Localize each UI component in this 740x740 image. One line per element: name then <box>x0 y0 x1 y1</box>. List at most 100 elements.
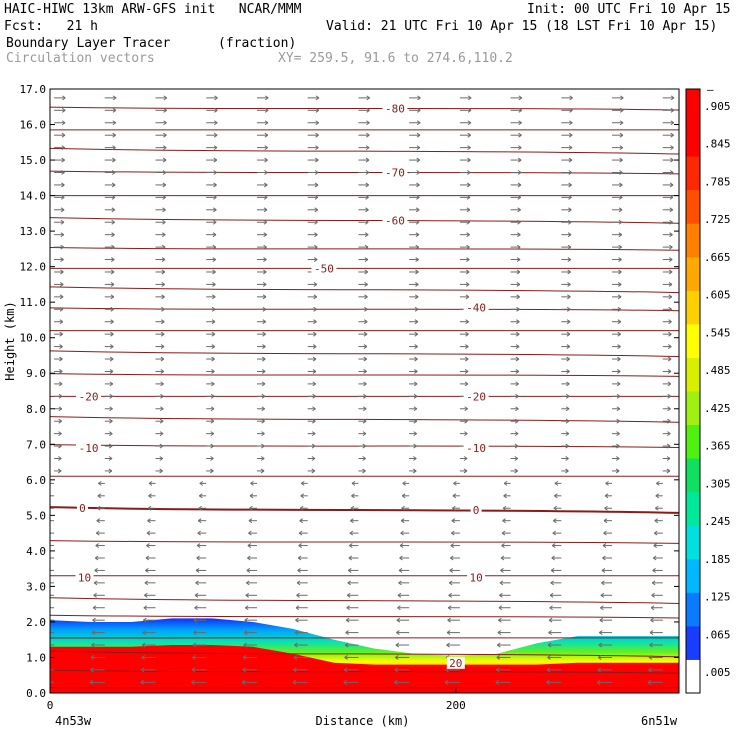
circulation-vector <box>662 269 673 275</box>
circulation-vector <box>104 219 115 225</box>
circulation-vector <box>409 356 418 362</box>
circulation-vector <box>248 518 257 524</box>
circulation-vector <box>396 617 410 623</box>
circulation-vector <box>104 157 116 163</box>
circulation-vector <box>409 257 419 262</box>
circulation-vector <box>307 443 316 449</box>
circulation-vector <box>198 493 207 499</box>
circulation-vector <box>510 356 520 362</box>
circulation-vector <box>256 406 266 412</box>
circulation-vector <box>397 605 410 611</box>
circulation-vector <box>602 543 613 548</box>
circulation-vector <box>54 443 62 449</box>
circulation-vector <box>561 269 571 275</box>
circulation-vector <box>510 232 521 238</box>
circulation-vector <box>358 244 369 250</box>
circulation-vector <box>142 630 156 636</box>
circulation-vector <box>349 543 359 548</box>
circulation-vector <box>561 344 571 350</box>
y-tick-label: 3.0 <box>26 580 46 593</box>
circulation-vector <box>612 306 622 312</box>
circulation-vector <box>612 157 623 163</box>
circulation-vector <box>409 443 417 449</box>
circulation-vector <box>497 630 511 636</box>
circulation-vector <box>104 120 117 126</box>
circulation-vector <box>612 456 620 461</box>
colorbar-label: .485 <box>704 364 731 377</box>
circulation-vector <box>351 493 359 499</box>
circulation-vector <box>612 331 621 337</box>
circulation-vector <box>256 431 265 437</box>
circulation-vector <box>98 480 105 486</box>
circulation-vector <box>662 418 671 424</box>
circulation-vector <box>191 679 207 685</box>
circulation-vector <box>104 456 113 461</box>
circulation-vector <box>597 667 613 673</box>
circulation-vector <box>155 182 167 188</box>
circulation-vector <box>500 568 511 573</box>
circulation-vector <box>612 219 623 225</box>
circulation-vector <box>155 319 165 325</box>
tracer-core <box>50 645 679 693</box>
circulation-vector <box>146 530 156 536</box>
circulation-vector <box>346 592 359 598</box>
circulation-vector <box>206 331 216 337</box>
circulation-vector <box>307 232 318 238</box>
colorbar-label: .665 <box>704 251 731 264</box>
circulation-vector <box>358 456 366 461</box>
circulation-vector <box>358 344 368 350</box>
circulation-vector <box>358 306 368 312</box>
circulation-vector <box>409 145 421 151</box>
circulation-vector <box>250 480 257 486</box>
circulation-vector <box>104 145 116 151</box>
circulation-vector <box>662 393 671 399</box>
circulation-vector <box>104 132 116 138</box>
circulation-vector <box>307 219 318 225</box>
circulation-vector <box>561 107 573 113</box>
circulation-vector <box>459 431 468 437</box>
circulation-vector <box>652 555 663 561</box>
circulation-vector <box>409 157 421 163</box>
circulation-vector <box>612 431 620 437</box>
circulation-vector <box>452 493 460 499</box>
y-tick-label: 6.0 <box>26 474 46 487</box>
circulation-vector <box>561 232 572 238</box>
temperature-contour <box>50 217 679 224</box>
circulation-vector <box>510 431 519 437</box>
circulation-vector <box>612 207 623 213</box>
circulation-vector <box>348 555 359 561</box>
circulation-vector <box>561 182 572 188</box>
circulation-vector <box>50 607 55 609</box>
circulation-vector <box>399 555 410 561</box>
x-axis-label: Distance (km) <box>316 714 410 728</box>
circulation-vector <box>449 568 460 573</box>
circulation-vector <box>561 244 572 250</box>
circulation-vector <box>245 592 257 598</box>
circulation-vector <box>350 518 359 524</box>
circulation-vector <box>358 95 370 101</box>
circulation-vector <box>662 456 671 461</box>
circulation-vector <box>307 120 319 126</box>
circulation-vector <box>358 356 368 362</box>
circulation-vector <box>662 356 672 362</box>
circulation-vector <box>104 356 114 362</box>
circulation-vector <box>448 580 460 586</box>
colorbar-top-label: – <box>707 83 714 96</box>
circulation-vector <box>193 617 207 623</box>
circulation-vector <box>196 555 207 561</box>
circulation-vector <box>140 667 156 673</box>
circulation-vector <box>395 642 410 648</box>
circulation-vector <box>256 356 266 362</box>
circulation-vector <box>95 530 105 536</box>
circulation-vector <box>206 306 216 312</box>
circulation-vector <box>346 605 359 611</box>
circulation-vector <box>244 617 257 623</box>
circulation-vector <box>155 157 167 163</box>
circulation-vector <box>400 518 410 524</box>
colorbar-label: .845 <box>704 138 731 151</box>
circulation-vector <box>307 456 316 461</box>
circulation-vector <box>502 518 511 524</box>
circulation-vector <box>50 594 55 596</box>
circulation-vector <box>54 393 63 399</box>
circulation-vector <box>54 381 63 387</box>
